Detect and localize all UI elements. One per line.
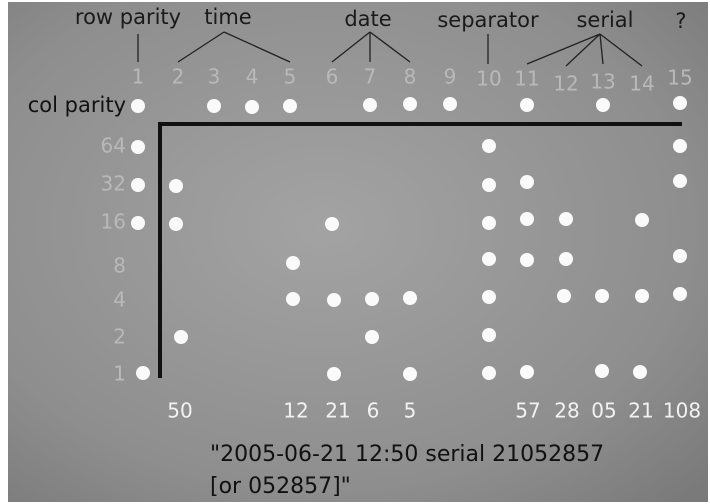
column-number: 3 [208, 65, 221, 89]
column-value: 50 [167, 399, 192, 423]
row-label: 1 [113, 362, 126, 386]
top-label: serial [576, 8, 633, 32]
column-number: 7 [364, 65, 377, 89]
top-label: ? [675, 9, 686, 33]
top-label: separator [437, 8, 539, 32]
column-number: 5 [284, 65, 297, 89]
row-label: 64 [101, 134, 126, 158]
column-number: 4 [246, 65, 259, 89]
column-number: 1 [132, 65, 145, 89]
column-number: 8 [404, 65, 417, 89]
column-value: 21 [628, 399, 653, 423]
row-label: 2 [113, 325, 126, 349]
column-number: 14 [629, 72, 654, 96]
column-number: 6 [326, 65, 339, 89]
top-label: date [344, 7, 391, 31]
column-number: 10 [476, 67, 501, 91]
column-value: 5 [404, 399, 417, 423]
row-label: 8 [113, 254, 126, 278]
row-label: 32 [101, 172, 126, 196]
column-number: 9 [444, 65, 457, 89]
tracking-dots-figure: row paritytimedateseparatorserial?123456… [0, 0, 710, 504]
column-value: 108 [663, 399, 701, 423]
column-value: 28 [554, 399, 579, 423]
column-value: 6 [367, 399, 380, 423]
row-label: col parity [28, 93, 126, 117]
row-label: 16 [101, 210, 126, 234]
column-value: 21 [325, 399, 350, 423]
caption-line: "2005-06-21 12:50 serial 21052857 [210, 442, 604, 467]
column-number: 11 [514, 67, 539, 91]
column-number: 15 [667, 66, 692, 90]
column-value: 12 [283, 399, 308, 423]
column-number: 13 [590, 70, 615, 94]
column-value: 05 [591, 399, 616, 423]
caption-line: [or 052857]" [210, 474, 351, 499]
column-number: 12 [553, 72, 578, 96]
column-number: 2 [172, 65, 185, 89]
column-value: 57 [515, 399, 540, 423]
top-label: row parity [75, 5, 181, 29]
top-label: time [204, 5, 251, 29]
row-label: 4 [113, 288, 126, 312]
